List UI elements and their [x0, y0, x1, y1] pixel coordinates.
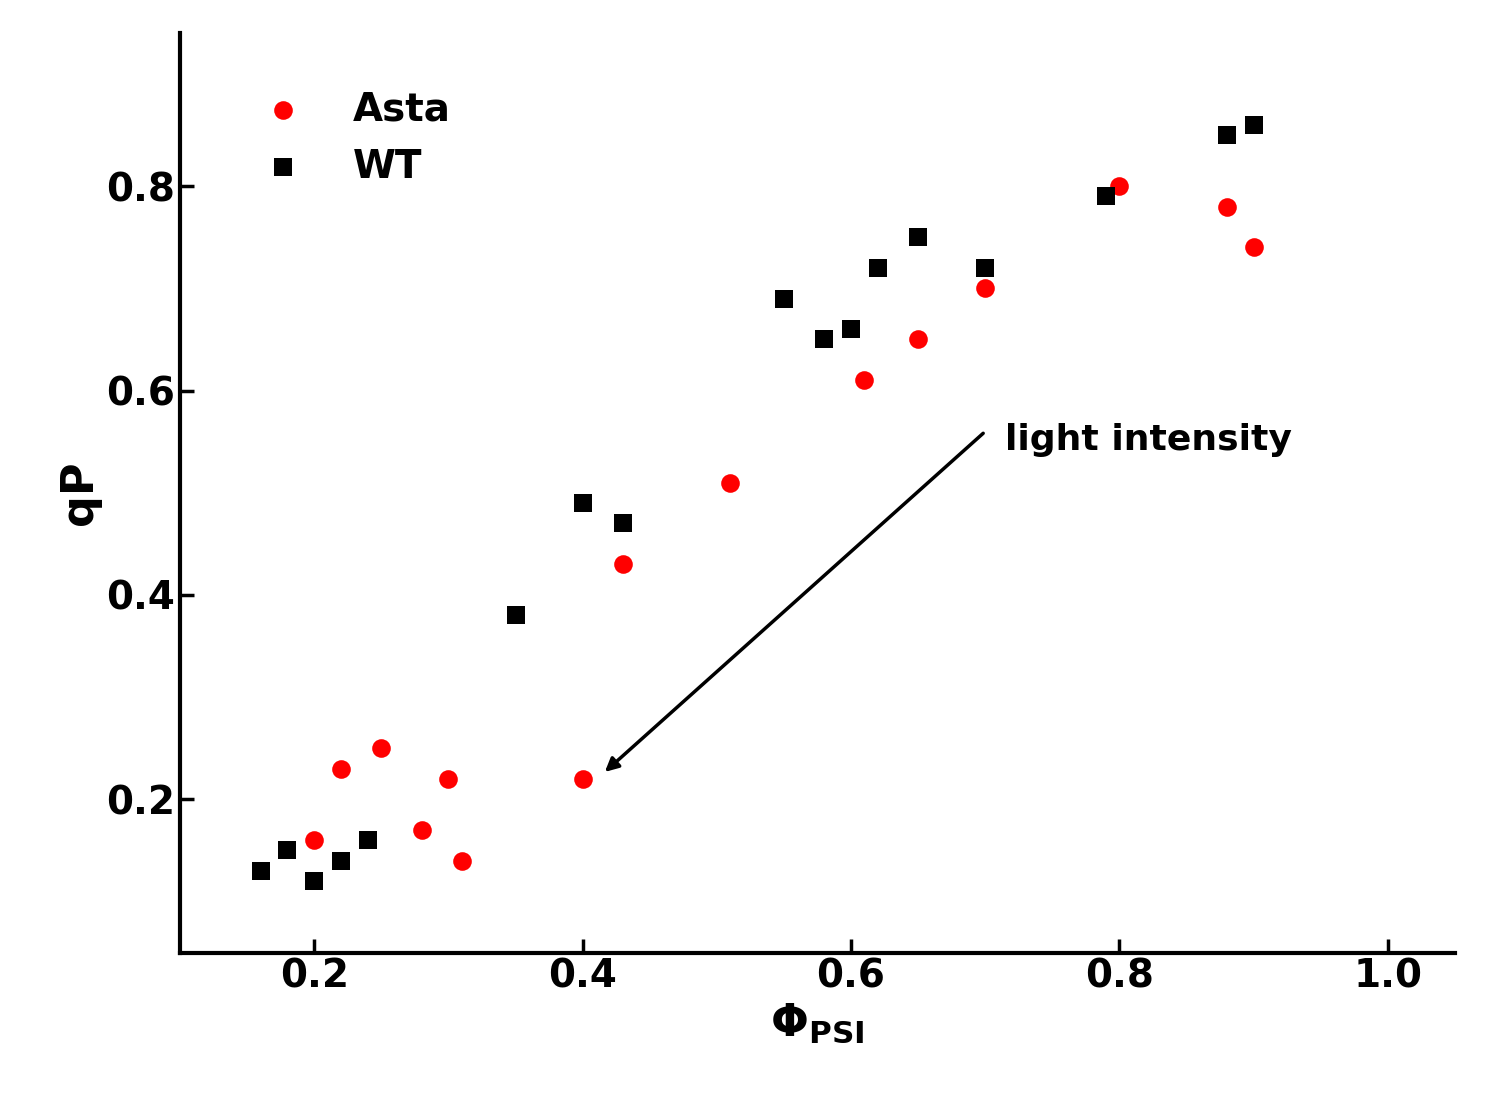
- WT: [865, 260, 889, 277]
- WT: [1094, 187, 1118, 205]
- Asta: [852, 371, 876, 389]
- WT: [839, 321, 862, 338]
- Asta: [610, 555, 634, 573]
- WT: [504, 607, 528, 624]
- WT: [570, 494, 594, 511]
- WT: [328, 852, 352, 869]
- WT: [249, 862, 273, 879]
- X-axis label: $\mathbf{\Phi}_{\mathbf{PSI}}$: $\mathbf{\Phi}_{\mathbf{PSI}}$: [771, 1001, 864, 1045]
- Asta: [974, 279, 998, 297]
- Asta: [906, 331, 930, 348]
- Asta: [1242, 239, 1266, 256]
- WT: [974, 260, 998, 277]
- Asta: [369, 739, 393, 757]
- Asta: [1215, 198, 1239, 216]
- WT: [302, 873, 326, 890]
- Asta: [436, 770, 460, 787]
- WT: [276, 842, 300, 860]
- Y-axis label: qP: qP: [57, 460, 100, 526]
- Asta: [410, 821, 434, 839]
- WT: [610, 515, 634, 532]
- WT: [906, 229, 930, 246]
- Asta: [1107, 177, 1131, 195]
- Legend: Asta, WT: Asta, WT: [225, 71, 471, 205]
- WT: [1215, 126, 1239, 143]
- Asta: [302, 831, 326, 849]
- Asta: [450, 852, 474, 869]
- WT: [1242, 116, 1266, 134]
- Text: light intensity: light intensity: [1005, 423, 1293, 457]
- WT: [812, 331, 836, 348]
- Asta: [570, 770, 594, 787]
- WT: [356, 831, 380, 849]
- WT: [772, 290, 796, 308]
- Asta: [718, 474, 742, 492]
- Asta: [328, 760, 352, 777]
